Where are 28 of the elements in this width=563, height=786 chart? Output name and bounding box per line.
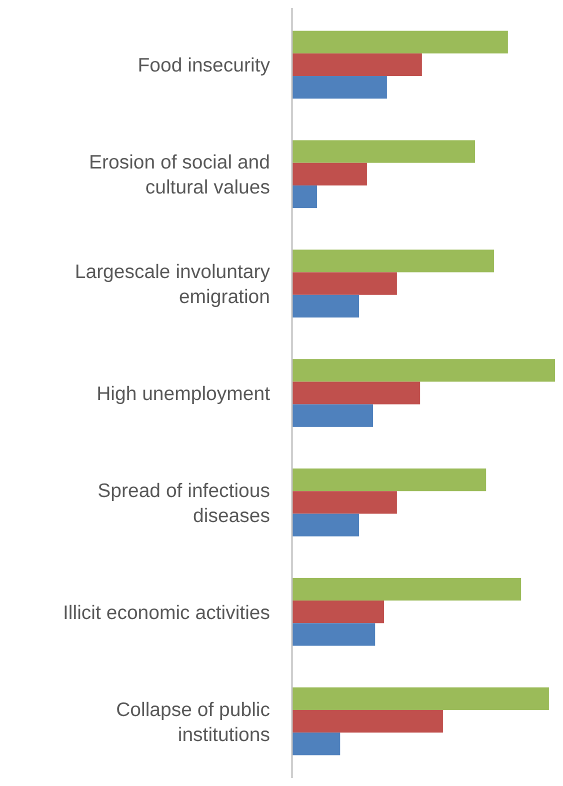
bar <box>292 185 317 208</box>
y-tick-label: Collapse of public institutions <box>116 698 270 746</box>
bar <box>292 578 522 601</box>
bar <box>292 359 555 382</box>
bar <box>292 468 486 492</box>
y-tick-label: High unemployment <box>96 383 271 405</box>
bar <box>292 514 360 536</box>
y-tick-label: Illicit economic activities <box>63 602 270 624</box>
bar <box>292 687 549 710</box>
bar <box>292 710 443 733</box>
bar <box>292 491 397 514</box>
bar <box>292 250 494 272</box>
bar <box>292 76 387 99</box>
bar <box>292 140 476 163</box>
bar <box>292 162 367 186</box>
bar <box>292 623 376 646</box>
y-tick-label: Spread of infectious diseases <box>98 480 270 527</box>
bar <box>292 404 374 427</box>
y-tick-label: Largescale involuntary emigration <box>74 261 270 308</box>
bar <box>292 30 508 54</box>
y-tick-label: Food insecurity <box>138 54 270 77</box>
bar <box>292 732 340 756</box>
y-tick-label: Erosion of social and cultural values <box>88 152 270 199</box>
bar <box>292 294 360 318</box>
bar <box>292 53 422 76</box>
bar <box>292 382 420 404</box>
bar <box>292 272 397 295</box>
bar <box>292 600 384 624</box>
